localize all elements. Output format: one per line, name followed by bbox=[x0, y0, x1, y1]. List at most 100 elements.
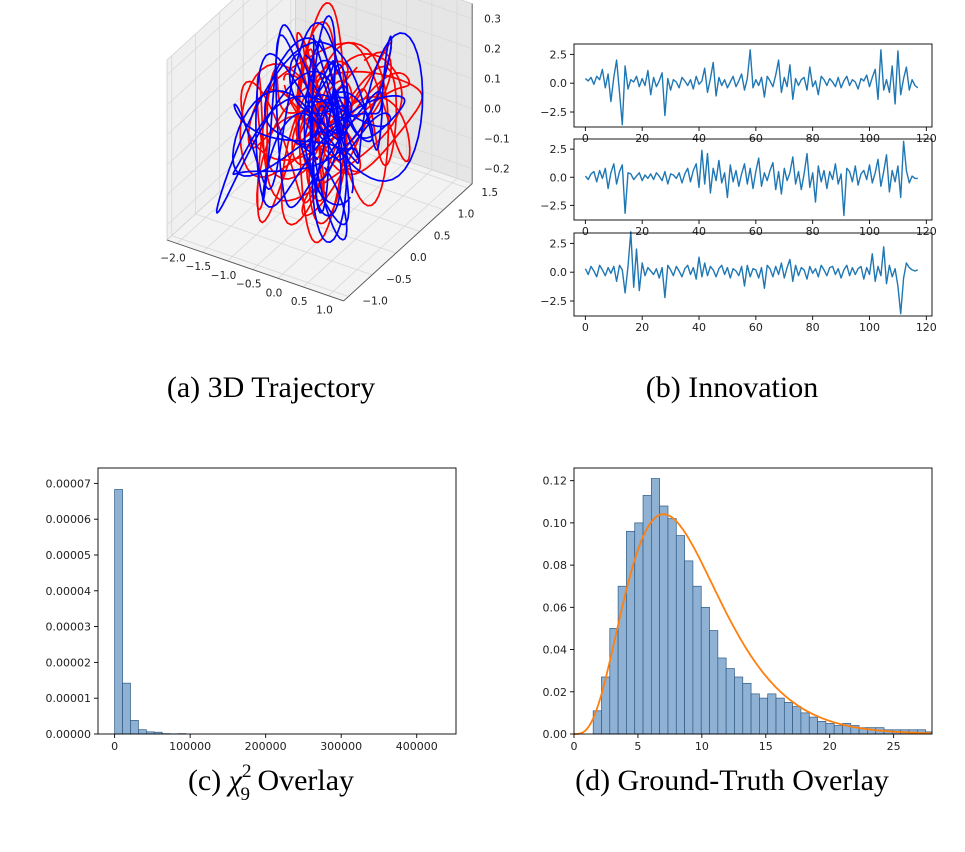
innovation-series-line-2 bbox=[584, 140, 918, 217]
histogram-bar bbox=[130, 720, 139, 735]
panel-chi-square-overlay: 0 100000 200000 300000 400000 0.00000 0.00001 0… bbox=[46, 467, 457, 753]
grid-y bbox=[242, 0, 420, 232]
chi-square-pdf-curve bbox=[574, 513, 931, 735]
y-tick-label: −0.5 bbox=[386, 274, 412, 286]
histogram-bar bbox=[792, 706, 802, 735]
histogram-bar bbox=[817, 720, 827, 735]
grid-x bbox=[302, 0, 433, 288]
x-tick-label: 1.0 bbox=[316, 305, 333, 317]
histogram-bar bbox=[808, 716, 818, 735]
z-tick-label: −0.1 bbox=[484, 134, 510, 146]
grid-z bbox=[166, 17, 473, 136]
grid-y bbox=[195, 33, 373, 276]
y-tick-label: 0.00005 bbox=[46, 549, 92, 562]
x-tick-label: 40 bbox=[692, 321, 706, 334]
y-tick-label: −2.5 bbox=[540, 106, 567, 119]
caption-c-suffix: Overlay bbox=[250, 764, 354, 797]
x-tick-label: −0.5 bbox=[236, 279, 262, 291]
x-tick-label: 15 bbox=[759, 740, 773, 753]
subplot-frame-2 bbox=[573, 138, 933, 221]
histogram-bar bbox=[642, 495, 652, 735]
y-tick-label: 0.08 bbox=[543, 559, 568, 572]
histogram-bar bbox=[742, 682, 752, 735]
y-tick-label: 0.0 bbox=[410, 252, 427, 264]
grid-x bbox=[328, 0, 458, 296]
y-tick-label: 0.06 bbox=[543, 601, 568, 614]
caption-c-chi: χ bbox=[226, 764, 243, 797]
histogram-bar bbox=[675, 535, 685, 735]
x-tick-label: 60 bbox=[749, 132, 763, 145]
z-tick-label: 0.1 bbox=[484, 74, 501, 86]
x-tick-label: −2.0 bbox=[160, 252, 186, 264]
caption-c-sup: 2 bbox=[242, 761, 252, 782]
y-tick-label: −2.5 bbox=[540, 295, 567, 308]
x-tick-label: 0.5 bbox=[291, 296, 308, 308]
x-tick-label: 120 bbox=[916, 225, 937, 238]
y-tick-label: 0.12 bbox=[543, 475, 568, 488]
subplot-frame-3 bbox=[573, 232, 933, 317]
x-tick-label: 100 bbox=[859, 132, 880, 145]
histogram-bar bbox=[667, 518, 677, 735]
blue-trajectory-line bbox=[231, 35, 393, 241]
y-tick-label: 0.00003 bbox=[46, 621, 92, 634]
caption-c: (c) χ2 9 Overlay bbox=[188, 761, 354, 805]
z-tick-label: −0.2 bbox=[484, 164, 510, 176]
histogram-bar bbox=[775, 697, 785, 735]
y-tick-label: 0.00001 bbox=[46, 692, 92, 705]
histogram-bar bbox=[601, 676, 611, 735]
x-tick-label: 5 bbox=[634, 740, 641, 753]
subplot-frame-1 bbox=[573, 43, 933, 128]
y-tick-label: 0.00 bbox=[543, 728, 568, 741]
histogram-bar bbox=[138, 729, 147, 735]
x-tick-label: 120 bbox=[916, 321, 937, 334]
y-tick-label: 1.0 bbox=[458, 209, 475, 221]
histogram-bar bbox=[114, 489, 123, 735]
y-tick-label: 0.0 bbox=[550, 171, 568, 184]
histogram-bar bbox=[659, 505, 669, 735]
x-tick-label: −1.0 bbox=[211, 270, 237, 282]
grid-x bbox=[252, 0, 382, 270]
y-tick-label: 0.00007 bbox=[46, 477, 92, 490]
histogram-bar bbox=[750, 693, 760, 735]
histogram-bar bbox=[700, 606, 710, 735]
y-tick-label: 2.5 bbox=[550, 237, 568, 250]
x-tick-label: 20 bbox=[823, 740, 837, 753]
plot-frame bbox=[97, 467, 457, 735]
y-tick-label: 0.04 bbox=[543, 644, 568, 657]
x-tick-label: 0 bbox=[582, 321, 589, 334]
x-tick-label: 300000 bbox=[320, 740, 362, 753]
histogram-bar bbox=[825, 723, 835, 735]
caption-c-prefix: (c) bbox=[188, 764, 229, 797]
histogram-bar bbox=[684, 560, 694, 735]
innovation-series-line-1 bbox=[584, 49, 919, 126]
histogram-bar bbox=[692, 585, 702, 735]
z-tick-label: 0.3 bbox=[484, 14, 501, 26]
z-tick-label: 0.2 bbox=[484, 44, 501, 56]
x-tick-label: 40 bbox=[692, 132, 706, 145]
x-tick-label: 40 bbox=[692, 225, 706, 238]
y-axis-line bbox=[343, 183, 473, 302]
histogram-bar bbox=[759, 697, 769, 735]
panel-ground-truth-overlay: 0 5 10 15 20 25 0.00 0.02 0.04 0.06 0.08 0.10 0.12 bbox=[543, 467, 933, 753]
y-tick-label: 0.00002 bbox=[46, 656, 92, 669]
histogram-bar bbox=[833, 725, 843, 735]
x-tick-label: 10 bbox=[695, 740, 709, 753]
y-tick-label: 2.5 bbox=[550, 143, 568, 156]
x-tick-label: 0 bbox=[571, 740, 578, 753]
histogram-bar bbox=[717, 657, 727, 735]
x-tick-label: 200000 bbox=[245, 740, 287, 753]
x-tick-label: 60 bbox=[749, 321, 763, 334]
z-tick-label: 0.0 bbox=[484, 104, 501, 116]
grid-z bbox=[166, 47, 473, 166]
grid-z bbox=[166, 0, 473, 106]
x-tick-label: 20 bbox=[635, 225, 649, 238]
histogram-bar bbox=[767, 693, 777, 735]
x-tick-label: 80 bbox=[806, 225, 820, 238]
y-tick-label: 0.0 bbox=[550, 77, 568, 90]
histogram-bar bbox=[800, 712, 810, 735]
x-tick-label: 20 bbox=[635, 132, 649, 145]
grid-y bbox=[171, 55, 349, 297]
x-tick-label: 25 bbox=[887, 740, 901, 753]
caption-c-sub: 9 bbox=[240, 784, 250, 805]
x-tick-label: 120 bbox=[916, 132, 937, 145]
